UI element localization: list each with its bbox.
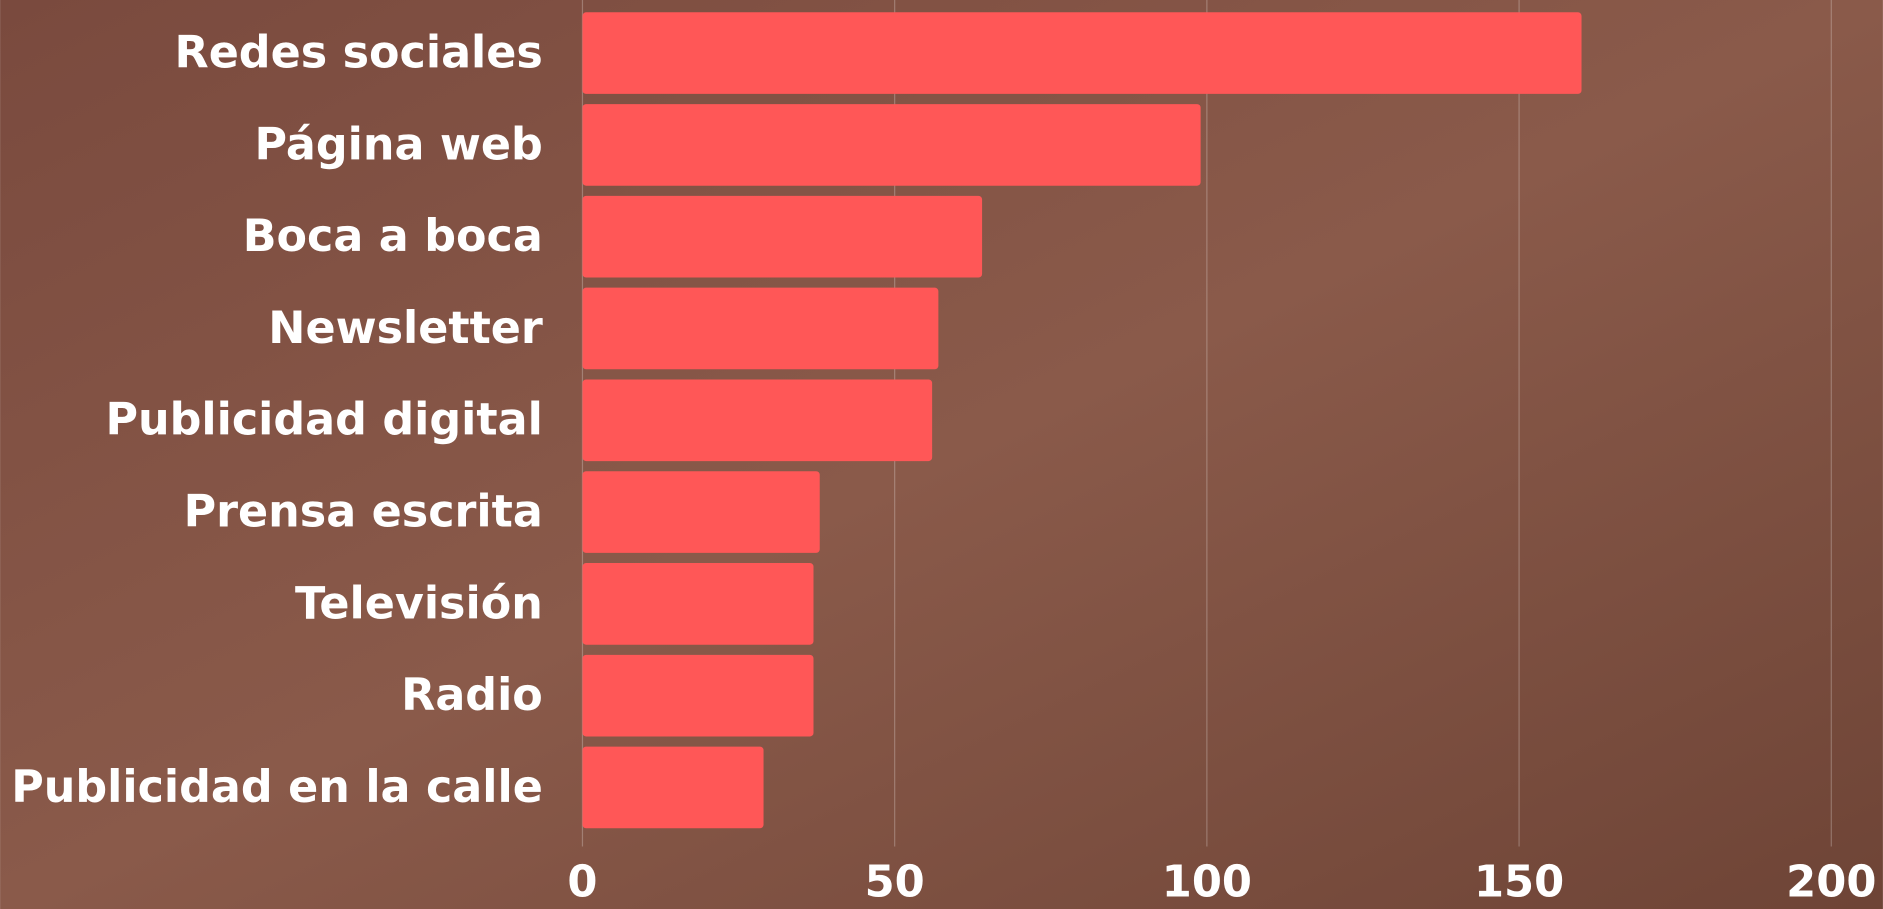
x-tick-label: 150	[1474, 857, 1564, 907]
bar	[582, 654, 814, 737]
category-label: Boca a boca	[243, 211, 543, 262]
category-label: Publicidad digital	[105, 395, 542, 446]
plot: 0 50 100 150 200 Redes sociales Página web Boca…	[11, 0, 1876, 907]
bar	[582, 563, 814, 645]
category-label: Publicidad en la calle	[11, 762, 543, 813]
x-tick-label: 200	[1786, 857, 1876, 907]
bar	[582, 12, 1582, 94]
x-tick-label: 50	[865, 857, 925, 907]
category-label: Página web	[255, 119, 543, 170]
bar	[582, 471, 820, 553]
category-label: Redes sociales	[175, 28, 543, 79]
category-label: Prensa escrita	[184, 486, 543, 537]
bar	[582, 195, 983, 278]
bar	[582, 287, 939, 370]
bar	[582, 379, 933, 462]
category-label: Televisión	[295, 578, 543, 629]
bar	[582, 104, 1201, 186]
category-label: Newsletter	[268, 303, 543, 354]
x-tick-label: 0	[567, 857, 597, 907]
x-tick-label: 100	[1162, 857, 1252, 907]
category-label: Radio	[401, 670, 543, 721]
bar	[582, 746, 764, 829]
